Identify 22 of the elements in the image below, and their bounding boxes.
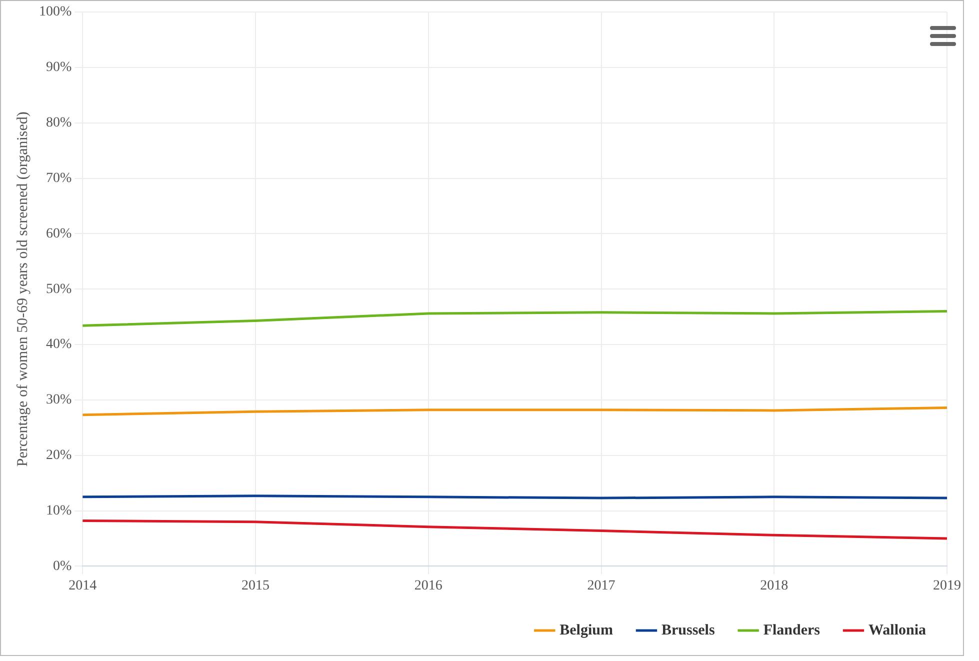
legend-label: Wallonia <box>868 622 926 638</box>
x-tick-label: 2016 <box>414 578 442 594</box>
x-tick-label: 2014 <box>68 578 97 594</box>
x-tick-label: 2017 <box>587 578 616 594</box>
x-tick-label: 2015 <box>242 578 270 594</box>
y-tick-label: 90% <box>46 60 72 76</box>
y-tick-label: 40% <box>46 337 72 352</box>
y-tick-label: 0% <box>52 558 72 574</box>
legend-label: Brussels <box>661 622 715 638</box>
y-tick-label: 80% <box>46 116 72 131</box>
y-tick-label: 50% <box>46 282 72 297</box>
y-tick-label: 30% <box>46 392 72 408</box>
y-tick-label: 60% <box>46 226 72 242</box>
y-tick-label: 70% <box>46 170 72 186</box>
legend-label: Flanders <box>763 622 820 638</box>
x-tick-label: 2019 <box>933 578 961 594</box>
x-tick-label: 2018 <box>760 578 788 594</box>
y-axis-title: Percentage of women 50-69 years old screened (organised) <box>14 112 31 467</box>
y-tick-label: 20% <box>46 448 72 464</box>
legend-label: Belgium <box>560 622 614 638</box>
y-tick-label: 100% <box>38 4 72 20</box>
y-tick-label: 10% <box>46 503 72 518</box>
